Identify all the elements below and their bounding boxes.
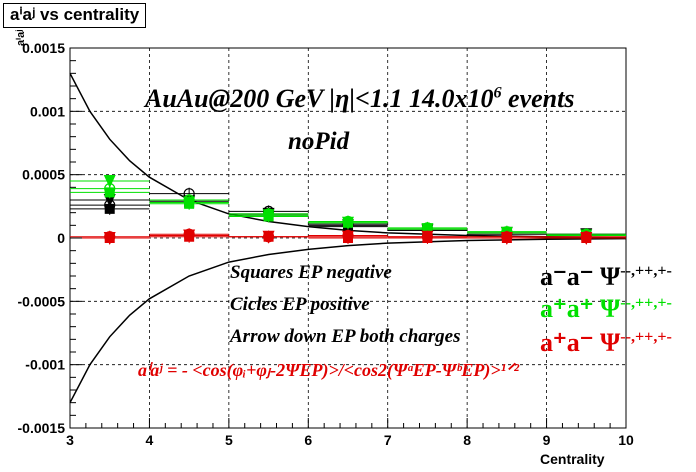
- legend-psi: Ψ: [599, 262, 621, 291]
- chart-title: aⁱaʲ vs centrality: [3, 3, 147, 28]
- arrow-down-marker: [421, 230, 434, 244]
- legend-label: a⁻a⁻: [540, 262, 594, 291]
- legend-psi: Ψ: [599, 294, 621, 323]
- x-tick-label: 3: [66, 432, 74, 448]
- arrow-down-marker: [342, 216, 354, 230]
- pid-annotation: noPid: [288, 128, 350, 155]
- legend-entry-plus-plus: a⁺a⁺ Ψ--,++,+-: [540, 294, 672, 324]
- data-points: [70, 175, 626, 245]
- legend-sup: --,++,+-: [620, 262, 672, 280]
- arrows-note: Arrow down EP both charges: [230, 326, 461, 347]
- y-tick-label: 0.001: [30, 103, 65, 119]
- arrow-down-marker: [183, 229, 196, 243]
- arrow-down-marker: [262, 209, 275, 223]
- arrow-down-marker: [500, 232, 513, 245]
- y-axis-label: aⁱaʲ: [15, 29, 27, 46]
- y-tick-label: -0.001: [25, 357, 65, 373]
- y-tick-label: -0.0015: [18, 420, 66, 436]
- header-exponent: 6: [493, 84, 502, 102]
- arrow-down-marker: [103, 175, 116, 188]
- legend-sup: --,++,+-: [620, 328, 672, 346]
- limit-curve: [69, 72, 627, 239]
- circles-note: Cicles EP positive: [230, 294, 370, 315]
- x-tick-label: 5: [225, 432, 233, 448]
- arrow-down-marker: [183, 196, 196, 210]
- arrow-down-marker: [103, 232, 116, 245]
- header-tail: events: [501, 84, 575, 113]
- limit-curve: [69, 237, 627, 404]
- x-tick-label: 6: [304, 432, 312, 448]
- y-tick-label: 0.0005: [22, 167, 65, 183]
- squares-note: Squares EP negative: [230, 262, 392, 283]
- x-tick-label: 4: [146, 432, 154, 448]
- legend-entry-minus-minus: a⁻a⁻ Ψ--,++,+-: [540, 262, 672, 292]
- arrow-down-marker: [421, 223, 434, 237]
- header-annotation: AuAu@200 GeV |η|<1.1 14.0x106 events: [145, 84, 574, 114]
- x-tick-label: 9: [543, 432, 551, 448]
- legend-label: a⁺a⁻: [540, 328, 594, 357]
- x-tick-label: 8: [463, 432, 471, 448]
- legend-label: a⁺a⁺: [540, 294, 594, 323]
- legend-sup: --,++,+-: [620, 294, 672, 312]
- header-text: AuAu@200 GeV |η|<1.1 14.0x10: [145, 84, 494, 113]
- limit-curves: [69, 72, 627, 404]
- y-tick-label: 0: [57, 230, 65, 246]
- x-axis-label: Centrality: [540, 451, 605, 467]
- arrow-down-marker: [580, 232, 593, 245]
- x-tick-label: 10: [618, 432, 634, 448]
- legend-psi: Ψ: [599, 328, 621, 357]
- y-tick-label: 0.0015: [22, 40, 65, 56]
- arrow-down-marker: [262, 230, 275, 244]
- x-tick-label: 7: [384, 432, 392, 448]
- formula-annotation: aⁱaʲ = - <cos(φᵢ+φⱼ-2ΨEP)>/<cos2(ΨᵃEP-Ψᵇ…: [138, 360, 520, 380]
- y-tick-label: -0.0005: [18, 293, 66, 309]
- axes: 3 4 5 6 7 8 9 10 -0.0015 -0.001 -0.0005 0 0.0005 0.00…: [18, 40, 634, 448]
- legend-entry-plus-minus: a⁺a⁻ Ψ--,++,+-: [540, 328, 672, 358]
- arrow-down-marker: [342, 230, 354, 244]
